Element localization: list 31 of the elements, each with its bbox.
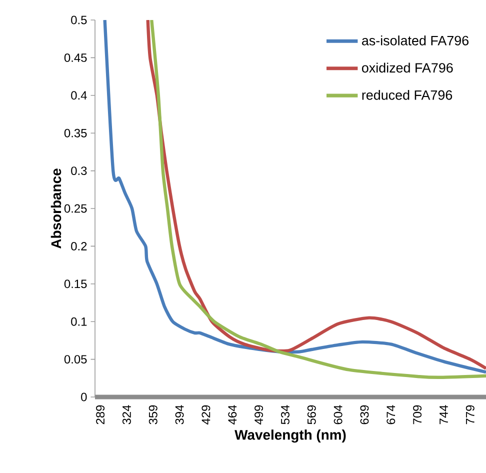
y-tick-label: 0.2 bbox=[71, 242, 87, 250]
x-tick-label: 779 bbox=[466, 405, 474, 424]
legend-label: reduced FA796 bbox=[362, 90, 452, 100]
x-tick-label: 394 bbox=[175, 405, 184, 424]
x-tick-label: 534 bbox=[280, 405, 290, 424]
x-axis-title: Wavelength (nm) bbox=[234, 430, 346, 443]
x-tick-label: 569 bbox=[307, 405, 316, 424]
x-tick-label: 464 bbox=[228, 405, 237, 424]
x-tick-label: 604 bbox=[334, 405, 342, 424]
x-tick-label: 499 bbox=[254, 405, 264, 424]
y-tick-label: 0.05 bbox=[64, 355, 87, 364]
y-tick-label: 0.3 bbox=[71, 166, 87, 176]
y-tick-label: 0.1 bbox=[71, 317, 87, 326]
x-tick-label: 744 bbox=[440, 405, 448, 424]
y-axis-title: Absorbance bbox=[50, 168, 62, 248]
legend-label: oxidized FA796 bbox=[362, 62, 453, 73]
x-tick-label: 359 bbox=[148, 405, 158, 424]
y-tick-label: 0.4 bbox=[71, 91, 87, 100]
x-tick-label: 324 bbox=[122, 405, 131, 424]
y-tick-label: 0.35 bbox=[64, 128, 87, 138]
y-tick-label: 0.25 bbox=[64, 204, 87, 213]
x-tick-label: 674 bbox=[386, 405, 396, 424]
x-tick-label: 639 bbox=[360, 405, 369, 424]
y-tick-label: 0.15 bbox=[64, 280, 87, 288]
x-tick-label: 709 bbox=[413, 405, 422, 424]
x-tick-label: 289 bbox=[96, 405, 105, 424]
y-tick-label: 0.5 bbox=[71, 16, 87, 24]
x-tick-label: 429 bbox=[202, 405, 210, 424]
y-tick-label: 0 bbox=[81, 392, 87, 402]
y-tick-label: 0.45 bbox=[64, 53, 87, 62]
legend-label: as-isolated FA796 bbox=[362, 35, 468, 46]
